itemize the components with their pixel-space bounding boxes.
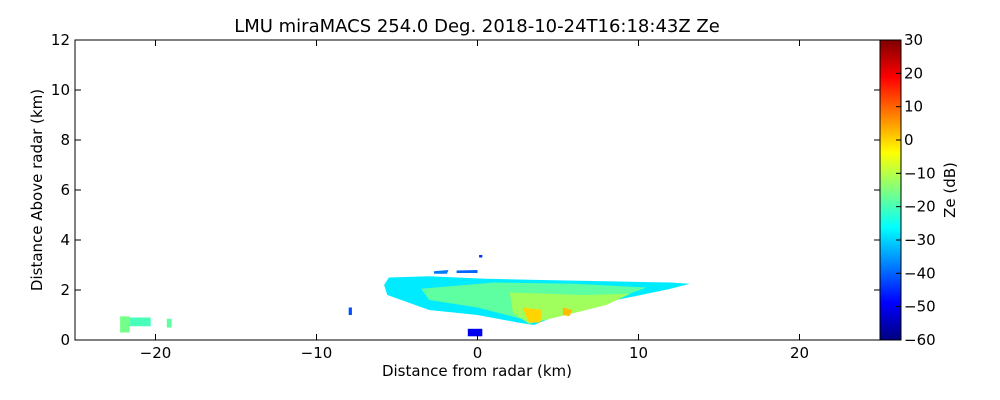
x-axis: −20 −10 0 10 20 <box>140 40 809 362</box>
max-echo-2 <box>562 307 573 317</box>
y-axis: 0 2 4 6 8 10 12 <box>51 31 880 349</box>
x-axis-label: Distance from radar (km) <box>382 362 572 380</box>
upper-fragment-2 <box>456 270 478 273</box>
near-ground-echo <box>467 328 483 337</box>
colorbar-tick-label: 30 <box>904 31 923 49</box>
ground-clutter <box>120 316 130 333</box>
colorbar-tick-label: 20 <box>904 64 923 82</box>
colorbar-tick-label: 0 <box>904 131 914 149</box>
colorbar-tick-label: −20 <box>904 198 936 216</box>
y-tick-label: 0 <box>60 331 70 349</box>
colorbar-tick-label: −30 <box>904 231 936 249</box>
x-tick-label: −10 <box>301 344 333 362</box>
colorbar-tick-label: −60 <box>904 331 936 349</box>
y-axis-label: Distance Above radar (km) <box>28 89 46 291</box>
max-echo <box>522 307 542 323</box>
upper-fragment <box>434 270 449 274</box>
colorbar-tick-label: −50 <box>904 298 936 316</box>
isolated-speck <box>348 307 352 315</box>
colorbar-tick-label: −10 <box>904 164 936 182</box>
y-tick-label: 4 <box>60 231 70 249</box>
colorbar-label: Ze (dB) <box>941 162 959 218</box>
y-tick-label: 2 <box>60 281 70 299</box>
y-tick-label: 6 <box>60 181 70 199</box>
x-tick-label: 20 <box>790 344 809 362</box>
echo-layer <box>120 255 690 337</box>
chart-title: LMU miraMACS 254.0 Deg. 2018-10-24T16:18… <box>234 16 720 37</box>
x-tick-label: 0 <box>473 344 483 362</box>
colorbar-ticks: 30 20 10 0 −10 −20 −30 −40 −50 −60 <box>896 31 936 349</box>
isolated-speck-2 <box>479 255 483 258</box>
colorbar-tick-label: 10 <box>904 98 923 116</box>
ground-clutter-2 <box>129 317 151 327</box>
y-tick-label: 8 <box>60 131 70 149</box>
colorbar <box>879 39 902 341</box>
colorbar-tick-label: −40 <box>904 264 936 282</box>
ground-clutter-3 <box>166 318 172 328</box>
x-tick-label: 10 <box>629 344 648 362</box>
x-tick-label: −20 <box>140 344 172 362</box>
y-tick-label: 12 <box>51 31 70 49</box>
y-tick-label: 10 <box>51 81 70 99</box>
